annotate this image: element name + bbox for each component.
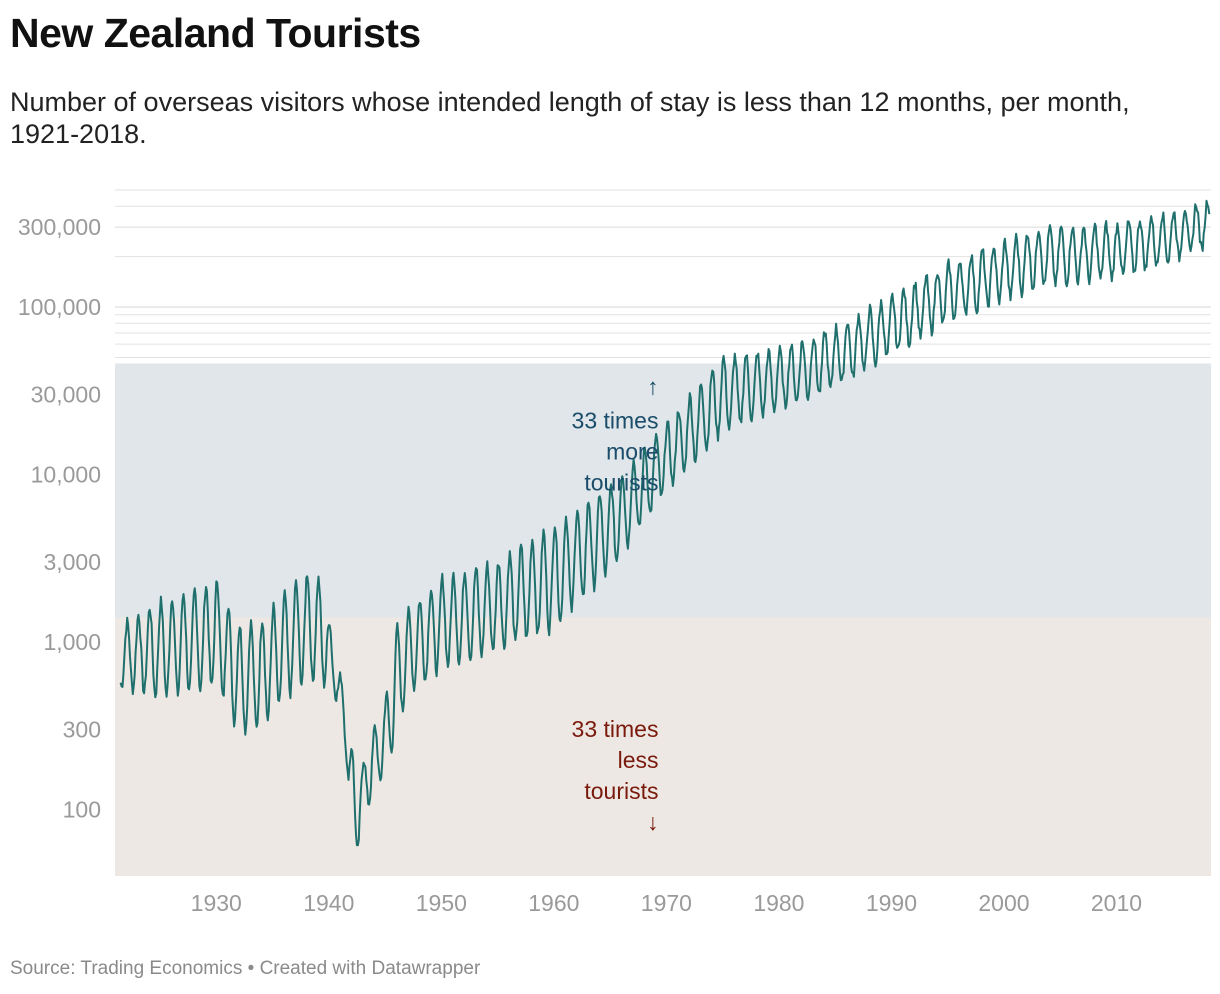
chart-gridlines <box>115 189 1211 358</box>
x-tick-label: 2000 <box>978 890 1029 916</box>
y-tick-label: 10,000 <box>31 461 101 487</box>
annotation-more-line: more <box>606 439 658 465</box>
source-label: Source: Trading Economics <box>10 958 243 979</box>
chart-bands <box>115 363 1211 876</box>
chart-annotations: ↑ 33 times more tourists 33 times less tourist… <box>572 374 659 836</box>
y-tick-label: 300,000 <box>18 214 101 240</box>
x-axis: 1930 1940 1950 1960 1970 1980 1990 2000 2010 <box>191 890 1142 916</box>
y-tick-label: 30,000 <box>31 382 101 408</box>
annotation-arrow-up: ↑ <box>647 374 659 400</box>
y-tick-label: 100 <box>63 796 101 822</box>
x-tick-label: 1950 <box>416 890 467 916</box>
footer-separator: • <box>247 958 255 979</box>
y-tick-label: 1,000 <box>43 629 101 655</box>
chart-footer: Source: Trading Economics • Created with… <box>10 958 480 980</box>
x-tick-label: 1940 <box>303 890 354 916</box>
x-tick-label: 2010 <box>1091 890 1142 916</box>
y-axis: 100 300 1,000 3,000 10,000 30,000 100,000 300,0… <box>18 214 101 822</box>
chart-series <box>119 199 1211 847</box>
x-tick-label: 1960 <box>528 890 579 916</box>
annotation-less-line: less <box>618 747 659 773</box>
x-tick-label: 1970 <box>641 890 692 916</box>
credit-label: Created with Datawrapper <box>259 958 481 979</box>
annotation-less-line: tourists <box>584 778 658 804</box>
annotation-more-line: 33 times <box>572 408 659 434</box>
annotation-arrow-down: ↓ <box>647 809 659 835</box>
x-tick-label: 1990 <box>866 890 917 916</box>
annotation-less-line: 33 times <box>572 716 659 742</box>
band-less <box>115 617 1211 876</box>
y-tick-label: 100,000 <box>18 294 101 320</box>
x-tick-label: 1980 <box>753 890 804 916</box>
chart-subtitle: Number of overseas visitors whose intend… <box>10 87 1130 149</box>
chart-title: New Zealand Tourists <box>10 10 421 56</box>
y-tick-label: 3,000 <box>43 549 101 575</box>
x-tick-label: 1930 <box>191 890 242 916</box>
y-tick-label: 300 <box>63 716 101 742</box>
annotation-more-line: tourists <box>584 470 658 496</box>
series-line <box>119 199 1211 847</box>
